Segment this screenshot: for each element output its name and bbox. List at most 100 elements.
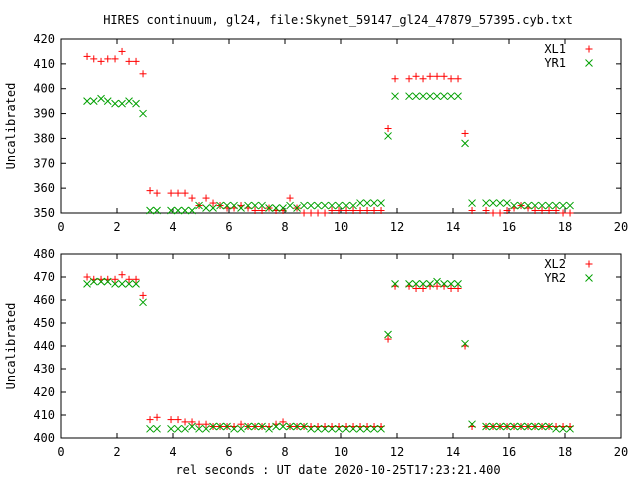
data-point <box>307 201 315 210</box>
data-point <box>538 422 546 431</box>
data-point <box>202 194 210 202</box>
legend-label: YR1 <box>544 56 566 70</box>
data-point <box>132 99 140 108</box>
data-point <box>328 207 336 215</box>
data-point <box>167 189 175 197</box>
data-point <box>335 207 343 215</box>
x-tick-label: 8 <box>281 220 288 234</box>
data-point <box>125 57 133 65</box>
data-point <box>146 206 154 215</box>
data-point <box>300 209 308 217</box>
data-point <box>531 422 539 431</box>
data-point <box>510 422 518 431</box>
data-point <box>209 204 217 212</box>
x-tick-label: 18 <box>558 445 572 459</box>
data-point <box>111 280 119 288</box>
data-point <box>566 209 574 217</box>
x-tick-label: 0 <box>57 445 64 459</box>
data-point <box>419 285 427 292</box>
x-tick-label: 4 <box>169 220 176 234</box>
data-point <box>433 72 441 80</box>
data-point <box>559 424 567 433</box>
data-point <box>468 199 476 207</box>
top-panel: 0 2 4 6 8 10 12 14 16 18 20 350 360 370 380 390 400 410 42… <box>4 32 628 234</box>
data-point <box>103 277 112 286</box>
data-point <box>384 124 392 132</box>
data-point <box>391 280 399 288</box>
x-tick-label: 8 <box>281 445 288 459</box>
data-point <box>111 275 119 283</box>
data-point <box>300 201 308 210</box>
data-point <box>531 207 539 215</box>
data-point <box>412 280 420 288</box>
data-point <box>258 207 266 215</box>
data-point <box>195 424 203 433</box>
x-tick-label: 6 <box>225 445 232 459</box>
data-point <box>489 422 497 431</box>
series-yr1 <box>83 92 574 215</box>
data-point <box>111 55 119 63</box>
data-point <box>118 47 126 55</box>
data-point <box>237 204 245 212</box>
x-tick-label: 2 <box>113 445 120 459</box>
data-point <box>104 55 112 63</box>
legend-marker <box>585 260 593 268</box>
data-point <box>153 206 161 215</box>
y-tick-label: 410 <box>33 408 55 422</box>
data-point <box>503 199 511 207</box>
data-point <box>314 209 322 217</box>
data-point <box>426 92 434 101</box>
data-point <box>251 201 259 210</box>
data-point <box>335 201 343 210</box>
data-point <box>195 201 203 210</box>
data-point <box>377 199 385 207</box>
data-point <box>349 201 357 210</box>
data-point <box>496 209 504 217</box>
data-point <box>489 209 497 217</box>
data-point <box>237 424 245 433</box>
y-tick-label: 430 <box>33 362 55 376</box>
data-point <box>146 187 154 195</box>
data-point <box>181 189 189 197</box>
data-point <box>370 424 378 433</box>
y-tick-label: 460 <box>33 293 55 307</box>
y-tick-label: 400 <box>33 82 55 96</box>
data-point <box>188 422 196 431</box>
legend-marker <box>585 59 593 67</box>
data-point <box>314 424 322 433</box>
data-point <box>496 422 504 431</box>
data-point <box>139 298 147 307</box>
data-point <box>258 422 266 431</box>
x-tick-label: 20 <box>614 220 628 234</box>
x-tick-label: 16 <box>502 220 516 234</box>
data-point <box>216 201 224 210</box>
data-point <box>419 75 427 83</box>
data-point <box>181 424 189 433</box>
data-point <box>447 280 455 288</box>
data-point <box>230 201 238 210</box>
legend-label: XL1 <box>544 42 566 56</box>
data-point <box>307 209 315 217</box>
data-point <box>461 139 469 148</box>
data-point <box>524 422 532 431</box>
data-point <box>125 275 133 283</box>
x-tick-label: 12 <box>390 445 404 459</box>
data-point <box>251 207 259 215</box>
data-point <box>181 206 189 215</box>
y-tick-label: 450 <box>33 316 55 330</box>
data-point <box>167 206 175 215</box>
data-point <box>426 72 434 80</box>
data-point <box>440 280 448 288</box>
data-point <box>83 97 91 105</box>
data-point <box>524 201 532 210</box>
data-point <box>447 75 455 83</box>
data-point <box>286 201 294 210</box>
legend-marker <box>585 274 593 282</box>
data-point <box>321 201 329 210</box>
data-point <box>202 204 210 212</box>
data-point <box>174 189 182 197</box>
data-point <box>342 424 350 433</box>
data-point <box>216 422 224 431</box>
data-point <box>146 424 154 433</box>
data-point <box>188 418 196 426</box>
